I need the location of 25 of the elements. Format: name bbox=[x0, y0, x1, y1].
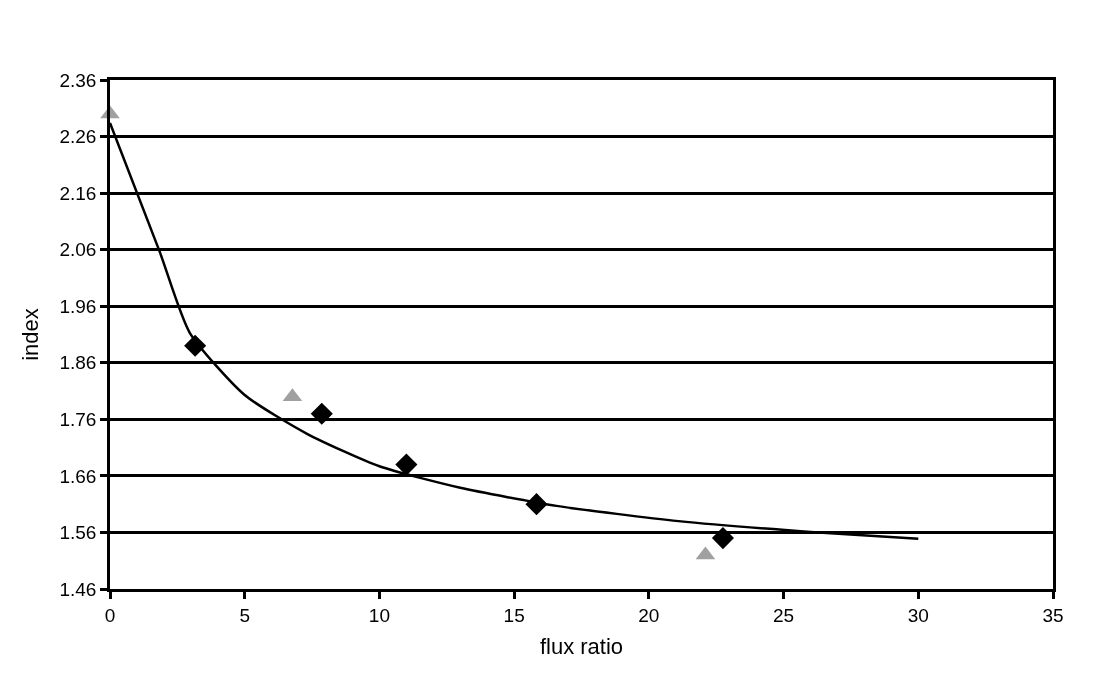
x-tick-label: 10 bbox=[368, 604, 390, 626]
point bbox=[310, 402, 333, 425]
y-tick-label: 2.06 bbox=[59, 239, 97, 261]
y-tick-label: 2.36 bbox=[59, 69, 97, 91]
x-axis-title: flux ratio bbox=[539, 634, 624, 660]
x-tick-label: 15 bbox=[503, 604, 525, 626]
x-tick-label: 0 bbox=[104, 604, 116, 626]
y-tick-label: 1.96 bbox=[59, 295, 97, 317]
y-tick-label: 1.66 bbox=[59, 465, 97, 487]
x-tick-label: 30 bbox=[907, 604, 929, 626]
y-tick-label: 1.86 bbox=[59, 352, 97, 374]
point bbox=[711, 527, 734, 550]
point bbox=[184, 334, 207, 357]
point bbox=[525, 493, 548, 516]
x-tick-label: 25 bbox=[773, 604, 795, 626]
x-tick-label: 20 bbox=[638, 604, 660, 626]
x-tick-label: 35 bbox=[1042, 604, 1064, 626]
y-tick-label: 1.76 bbox=[59, 408, 97, 430]
x-tick-label: 5 bbox=[239, 604, 250, 626]
y-axis-title: index bbox=[18, 308, 44, 361]
point bbox=[395, 453, 418, 476]
y-tick-label: 1.56 bbox=[59, 522, 97, 544]
y-tick-label: 2.26 bbox=[59, 126, 97, 148]
y-tick-label: 2.16 bbox=[59, 182, 97, 204]
y-tick-label: 1.46 bbox=[59, 578, 97, 600]
